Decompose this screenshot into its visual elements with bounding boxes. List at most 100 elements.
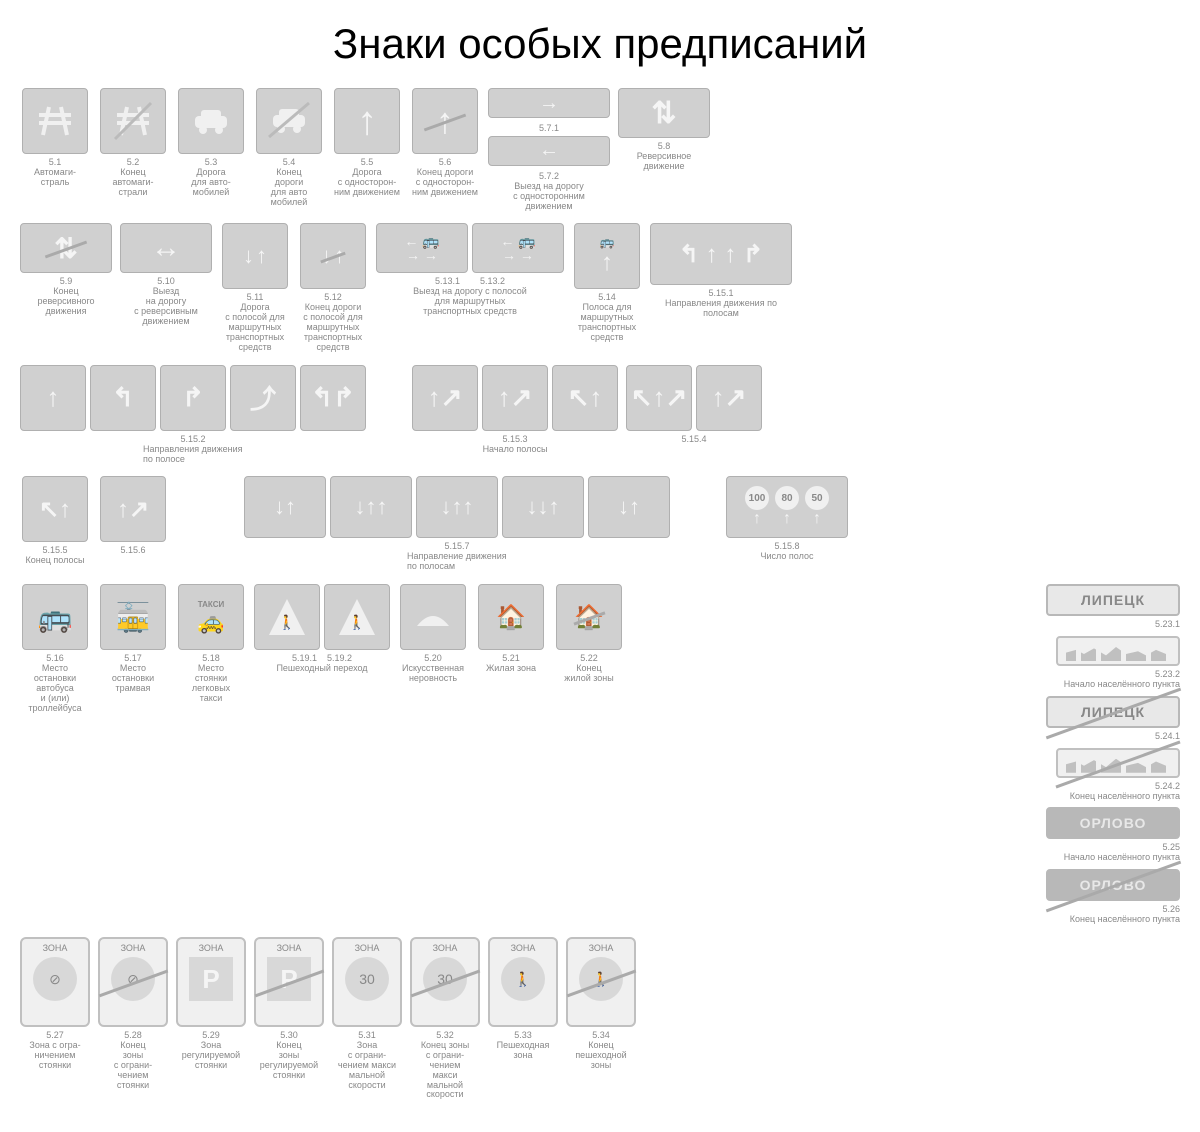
- locality-panel: ОРЛОВО: [1046, 807, 1180, 839]
- sign-5.29: ЗОНАP5.29Зонарегулируемойстоянки: [176, 937, 246, 1071]
- row-5: 🚌5.16Местоостановкиавтобусаи (или)тролле…: [20, 584, 1180, 925]
- sign-5.2: 5.2Конецавтомаги-страли: [98, 88, 168, 198]
- locality-5.24.2: 5.24.2Конец населённого пункта: [1056, 748, 1180, 802]
- sign-box: [22, 88, 88, 154]
- zone-box: ЗОНА⊘: [98, 937, 168, 1027]
- sign-box: ↔: [120, 223, 212, 273]
- locality-panel: ОРЛОВО: [1046, 869, 1180, 901]
- sign-5.3: 5.3Дорогадля авто-мобилей: [176, 88, 246, 198]
- sign-group-5.15.3: ↑↗↑↗↖↑5.15.3Начало полосы: [412, 365, 618, 455]
- svg-text:🚶: 🚶: [278, 614, 295, 631]
- sign-label: Реверсивноедвижение: [637, 152, 692, 172]
- sign-5.21: 🏠5.21Жилая зона: [476, 584, 546, 713]
- sign-label: Автомаги-страль: [34, 168, 76, 188]
- sign-box: ↑: [334, 88, 400, 154]
- row-3: ↑↰↱⤴↰↱5.15.2Направления движения по поло…: [20, 365, 1180, 465]
- row-4: ↖↑5.15.5Конец полосы↑↗5.15.6 ↓↑↓↑↑↓↑↑↓↓↑↓…: [20, 476, 1180, 572]
- sign-group-5.15.7: ↓↑↓↑↑↓↑↑↓↓↑↓↑5.15.7Направление движения …: [244, 476, 670, 572]
- sign-5.9: ⇅5.9Конецреверсивногодвижения: [20, 223, 112, 317]
- locality-panel: ЛИПЕЦК: [1046, 584, 1180, 616]
- sign-5.12: ↓↑5.12Конец дорогис полосой длямаршрутны…: [298, 223, 368, 352]
- locality-panel: ЛИПЕЦК: [1046, 696, 1180, 728]
- sign-box: ↑: [412, 88, 478, 154]
- page-title: Знаки особых предписаний: [20, 20, 1180, 68]
- sign-5.18: ТАКСИ🚕5.18Местостоянкилегковыхтакси: [176, 584, 246, 713]
- sign-5.22: 🏠5.22Конецжилой зоны: [554, 584, 624, 713]
- sign-box: ↓↑: [222, 223, 288, 289]
- sign-label: Полоса длямаршрутныхтранспортныхсредств: [578, 303, 636, 343]
- sign-label: Дорогадля авто-мобилей: [191, 168, 231, 198]
- locality-5.25: ОРЛОВО5.25Начало населённого пункта: [1046, 807, 1180, 863]
- locality-panel-group: ЛИПЕЦК5.23.1 5.23.2Начало населённого пун…: [1046, 584, 1180, 925]
- sign-label: Дорогас односторон-ним движением: [334, 168, 400, 198]
- sign-label: Конецжилой зоны: [564, 664, 613, 684]
- svg-text:🚶: 🚶: [348, 614, 365, 631]
- sign-box: [100, 88, 166, 154]
- sign-5.20: 5.20Искусственнаянеровность: [398, 584, 468, 713]
- sign-5.14: 🚌↑5.14Полоса длямаршрутныхтранспортныхср…: [572, 223, 642, 342]
- sign-5.34: ЗОНА🚶5.34Конецпешеходнойзоны: [566, 937, 636, 1071]
- zone-box: ЗОНА🚶: [566, 937, 636, 1027]
- sign-label: Конецдорогидля автомобилей: [271, 168, 308, 208]
- sign-label: Конецавтомаги-страли: [112, 168, 153, 198]
- sign-5.33: ЗОНА🚶5.33Пешеходнаязона: [488, 937, 558, 1061]
- sign-label: Конец дорогис односторон-ним движением: [412, 168, 478, 198]
- sign-5.5: ↑5.5Дорогас односторон-ним движением: [332, 88, 402, 198]
- sign-box: 🏠: [478, 584, 544, 650]
- sign-5.15.1: ↰ ↑ ↑ ↱5.15.1Направления движения по пол…: [650, 223, 792, 319]
- page-root: Знаки особых предписаний 5.1Автомаги-стр…: [0, 0, 1200, 1132]
- sign-box: ТАКСИ🚕: [178, 584, 244, 650]
- sign-5.27: ЗОНА⊘5.27Зона с огра-ничениемстоянки: [20, 937, 90, 1071]
- sign-box: 🚌: [22, 584, 88, 650]
- zone-box: ЗОНАP: [254, 937, 324, 1027]
- sign-box: [178, 88, 244, 154]
- sign-5.7.1: →5.7.1←5.7.2Выезд на дорогус односторонн…: [488, 88, 610, 211]
- zone-box: ЗОНАP: [176, 937, 246, 1027]
- sign-box: ⇅: [618, 88, 710, 138]
- sign-5.19: 🚶🚶5.19.1 5.19.2Пешеходный переход: [254, 584, 390, 713]
- zone-box: ЗОНА30: [410, 937, 480, 1027]
- sign-5.10: ↔5.10Выездна дорогус реверсивнымдвижение…: [120, 223, 212, 326]
- sign-5.31: ЗОНА305.31Зонас ограни-чением максимальн…: [332, 937, 402, 1090]
- sign-label: Жилая зона: [486, 664, 536, 674]
- locality-panel: [1056, 636, 1180, 666]
- row-2: ⇅5.9Конецреверсивногодвижения↔5.10Выездн…: [20, 223, 1180, 352]
- locality-5.23.2: 5.23.2Начало населённого пункта: [1056, 636, 1180, 690]
- sign-label: Местоостановкиавтобусаи (или)троллейбуса: [28, 664, 81, 713]
- row-1: 5.1Автомаги-страль5.2Конецавтомаги-страл…: [20, 88, 1180, 211]
- sign-5.16: 🚌5.16Местоостановкиавтобусаи (или)тролле…: [20, 584, 90, 713]
- zone-box: ЗОНА30: [332, 937, 402, 1027]
- sign-box: [400, 584, 466, 650]
- sign-5.1: 5.1Автомаги-страль: [20, 88, 90, 188]
- locality-panel: [1056, 748, 1180, 778]
- sign-5.6: ↑5.6Конец дорогис односторон-ним движени…: [410, 88, 480, 198]
- locality-5.23.1: ЛИПЕЦК5.23.1: [1046, 584, 1180, 630]
- sign-5.28: ЗОНА⊘5.28Конецзоныс ограни-чениемстоянки: [98, 937, 168, 1090]
- sign-5.15.6: ↑↗5.15.6: [98, 476, 168, 556]
- sign-5.30: ЗОНАP5.30Конецзонырегулируемойстоянки: [254, 937, 324, 1080]
- sign-label: Конецреверсивногодвижения: [37, 287, 94, 317]
- sign-5.32: ЗОНА305.32Конец зоныс ограни-чениеммакси…: [410, 937, 480, 1100]
- locality-5.26: ОРЛОВО5.26Конец населённого пункта: [1046, 869, 1180, 925]
- sign-group-5.15.2: ↑↰↱⤴↰↱5.15.2Направления движения по поло…: [20, 365, 366, 465]
- sign-5.15.5: ↖↑5.15.5Конец полосы: [20, 476, 90, 566]
- sign-label: Конец дорогис полосой длямаршрутныхтранс…: [303, 303, 363, 352]
- sign-box: 🚋: [100, 584, 166, 650]
- sign-label: Местостоянкилегковыхтакси: [192, 664, 230, 704]
- sign-box: 🏠: [556, 584, 622, 650]
- sign-5.17: 🚋5.17Местоостановкитрамвая: [98, 584, 168, 713]
- sign-box: ⇅: [20, 223, 112, 273]
- row-6: ЗОНА⊘5.27Зона с огра-ничениемстоянкиЗОНА…: [20, 937, 1180, 1100]
- sign-box: 🚌↑: [574, 223, 640, 289]
- sign-5.11: ↓↑5.11Дорогас полосой длямаршрутныхтранс…: [220, 223, 290, 352]
- zone-box: ЗОНА⊘: [20, 937, 90, 1027]
- sign-5.8: ⇅5.8Реверсивноедвижение: [618, 88, 710, 172]
- sign-group-5.15.4: ↖↑↗↑↗5.15.4: [626, 365, 762, 445]
- sign-5.4: 5.4Конецдорогидля автомобилей: [254, 88, 324, 207]
- sign-box: ↓↑: [300, 223, 366, 289]
- locality-5.24.1: ЛИПЕЦК5.24.1: [1046, 696, 1180, 742]
- sign-label: Выездна дорогус реверсивнымдвижением: [134, 287, 198, 327]
- sign-label: Дорогас полосой длямаршрутныхтранспортны…: [225, 303, 285, 352]
- sign-5.15.8: 100↑80↑50↑5.15.8Число полос: [726, 476, 848, 562]
- sign-label: Местоостановкитрамвая: [112, 664, 154, 694]
